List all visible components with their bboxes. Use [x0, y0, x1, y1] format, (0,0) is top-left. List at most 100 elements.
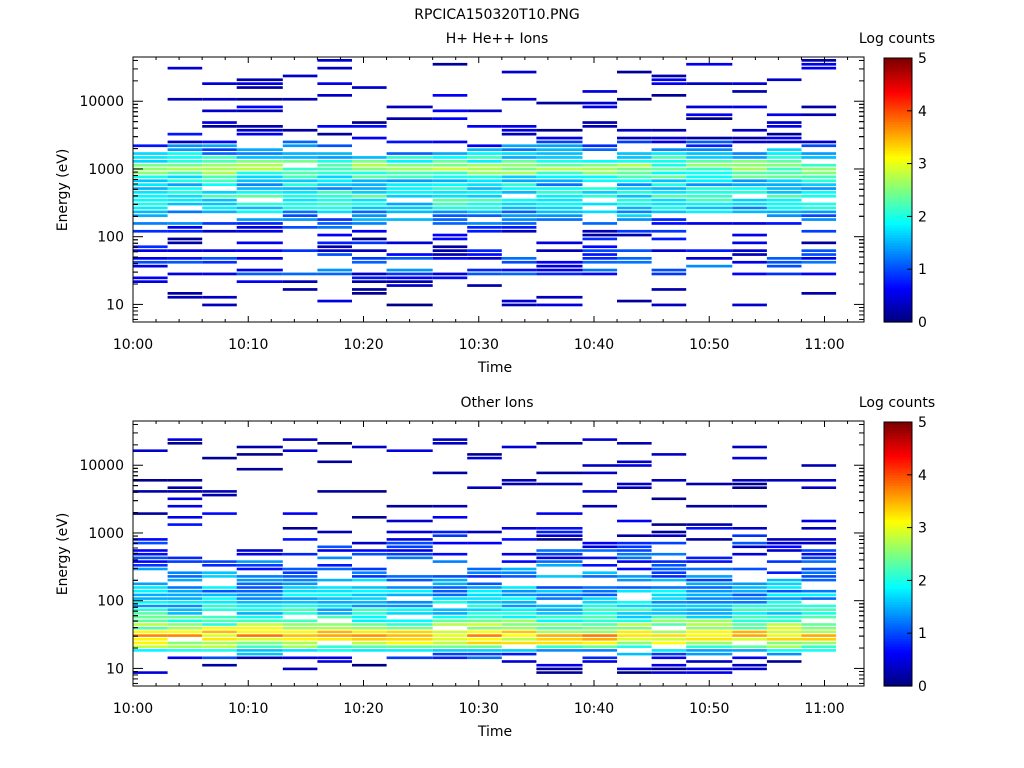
heatmap-cell: [582, 604, 618, 608]
heatmap-cell: [133, 206, 168, 210]
heatmap-cell: [236, 575, 283, 578]
colorbar-swatch: [884, 308, 912, 313]
heatmap-cell: [501, 229, 537, 233]
heatmap-cell: [236, 638, 283, 641]
heatmap-cell: [501, 179, 537, 183]
heatmap-cell: [236, 97, 283, 101]
heatmap-cell: [467, 229, 502, 233]
heatmap-cell: [732, 527, 767, 530]
heatmap-cell: [467, 226, 502, 229]
heatmap-cell: [651, 586, 687, 589]
x-tick-label: 10:00: [113, 337, 153, 353]
colorbar-swatch: [884, 654, 912, 658]
heatmap-cell: [467, 612, 502, 615]
heatmap-cell: [202, 564, 237, 567]
heatmap-cell: [432, 257, 468, 260]
heatmap-cell: [432, 233, 468, 237]
heatmap-cell: [536, 101, 583, 105]
heatmap-cell: [617, 198, 652, 202]
heatmap-cell: [133, 449, 168, 452]
heatmap-cell: [651, 167, 687, 171]
heatmap-cell: [432, 597, 468, 600]
colorbar-swatch: [884, 300, 912, 305]
heatmap-cell: [801, 152, 837, 155]
colorbar-tick-label: 1: [918, 626, 927, 642]
heatmap-cell: [386, 593, 433, 597]
heatmap-cell: [202, 560, 237, 563]
colorbar-swatch: [884, 182, 912, 186]
heatmap-cell: [133, 214, 168, 217]
heatmap-cell: [236, 652, 283, 656]
heatmap-cell: [582, 171, 618, 175]
heatmap-cell: [236, 564, 283, 567]
heatmap-cell: [651, 202, 687, 206]
heatmap-cell: [386, 303, 433, 307]
heatmap-cell: [651, 94, 687, 97]
heatmap-cell: [317, 442, 352, 445]
heatmap-cell: [651, 589, 687, 593]
heatmap-cell: [801, 214, 837, 217]
heatmap-cell: [501, 586, 537, 589]
colorbar-swatch: [884, 662, 912, 666]
colorbar-tick-label: 1: [918, 262, 927, 278]
heatmap-cell: [282, 179, 318, 183]
heatmap-cell: [432, 516, 468, 519]
heatmap-cell: [133, 167, 168, 171]
heatmap-cell: [686, 649, 733, 652]
heatmap-cell: [536, 202, 583, 206]
heatmap-cell: [432, 171, 468, 175]
heatmap-cell: [236, 167, 283, 171]
colorbar-swatch: [884, 633, 912, 637]
heatmap-cell: [236, 467, 283, 471]
heatmap-cell: [732, 163, 767, 167]
heatmap-cell: [617, 97, 652, 101]
heatmap-cell: [202, 198, 237, 202]
heatmap-cell: [582, 597, 618, 600]
heatmap-cell: [133, 634, 168, 637]
heatmap-cell: [651, 530, 687, 534]
heatmap-cell: [732, 445, 767, 449]
heatmap-cell: [432, 442, 468, 445]
heatmap-cell: [732, 623, 767, 626]
heatmap-cell: [167, 194, 203, 198]
heatmap-cell: [501, 560, 537, 563]
heatmap-cell: [651, 571, 687, 574]
heatmap-cell: [133, 564, 168, 567]
colorbar-swatch: [884, 58, 912, 62]
colorbar-swatch: [884, 490, 912, 494]
heatmap-cell: [386, 541, 433, 545]
heatmap-cell: [386, 171, 433, 175]
heatmap-cell: [766, 578, 802, 582]
heatmap-cell: [282, 218, 318, 221]
heatmap-cell: [801, 140, 837, 144]
heatmap-cell: [282, 552, 318, 556]
heatmap-cell: [133, 671, 168, 674]
colorbar-swatch: [884, 195, 912, 199]
heatmap-cell: [766, 541, 802, 545]
heatmap-cell: [282, 167, 318, 171]
heatmap-cell: [432, 634, 468, 637]
heatmap-cell: [467, 656, 502, 660]
heatmap-cell: [651, 663, 687, 667]
heatmap-cell: [686, 582, 733, 586]
heatmap-cell: [536, 295, 583, 299]
heatmap-cell: [686, 160, 733, 163]
heatmap-cell: [352, 630, 387, 634]
heatmap-cell: [432, 194, 468, 198]
heatmap-cell: [732, 482, 767, 486]
heatmap-cell: [317, 163, 352, 167]
heatmap-cell: [352, 260, 387, 264]
heatmap-cell: [133, 649, 168, 652]
heatmap-cell: [133, 608, 168, 611]
colorbar-swatch: [884, 506, 912, 510]
heatmap-cell: [133, 160, 168, 163]
heatmap-cell: [133, 645, 168, 648]
heatmap-cell: [282, 641, 318, 645]
heatmap-cell: [167, 586, 203, 589]
heatmap-cell: [536, 549, 583, 552]
heatmap-cell: [801, 144, 837, 148]
heatmap-cell: [432, 156, 468, 159]
heatmap-cell: [732, 303, 767, 307]
heatmap-cell: [202, 645, 237, 648]
colorbar-swatch: [884, 245, 912, 249]
